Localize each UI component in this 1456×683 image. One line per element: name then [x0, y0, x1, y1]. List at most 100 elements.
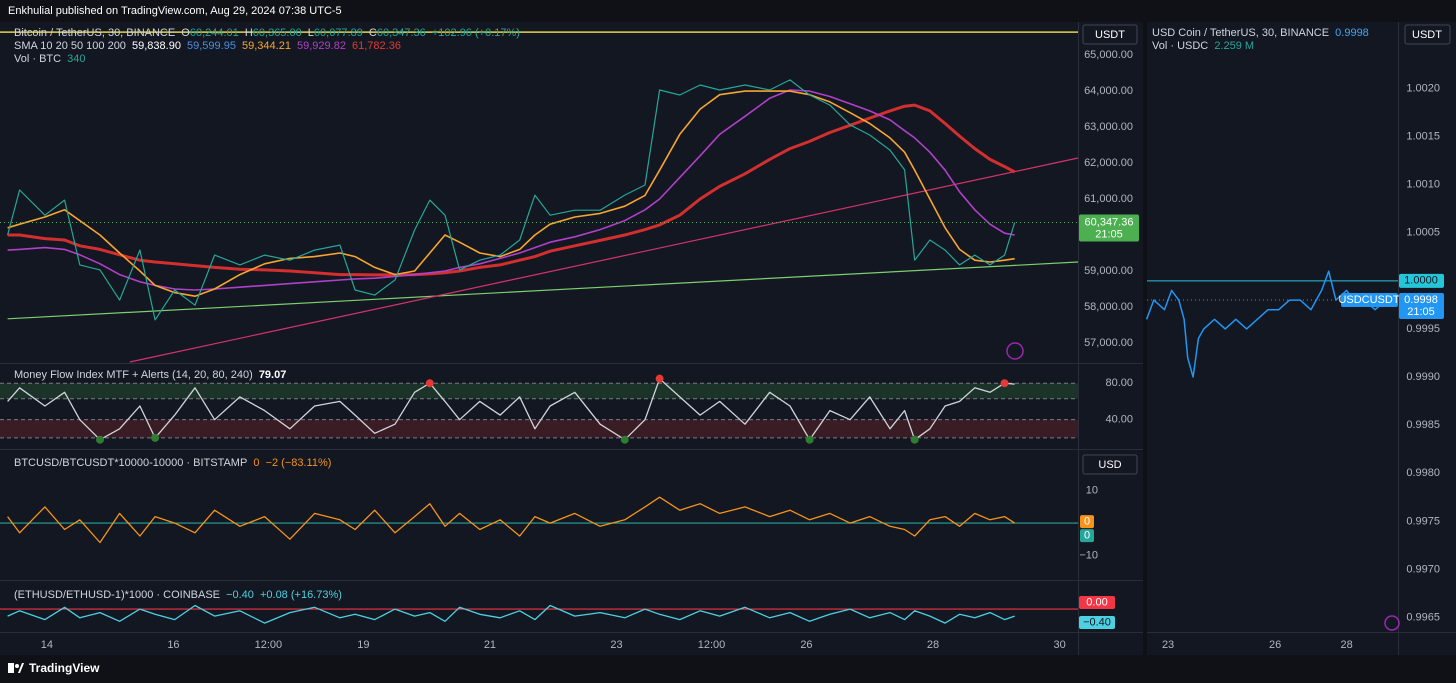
- x-tick-label: 23: [1162, 639, 1174, 651]
- x-tick-label: 16: [167, 639, 179, 651]
- current-value-label: 0: [1084, 515, 1090, 527]
- sma-value: 59,838.90: [132, 40, 181, 52]
- y-tick-label: 10: [1086, 485, 1098, 497]
- unit-box: [1082, 454, 1138, 475]
- indicator-title: (ETHUSD/ETHUSD-1)*1000 · COINBASE: [14, 589, 220, 601]
- baseline-label: 0.00: [1086, 596, 1107, 608]
- mfi-band: [0, 419, 1078, 438]
- unit-label: USD: [1098, 459, 1121, 471]
- legend-row: Bitcoin / TetherUS, 30, BINANCE O60,244.…: [14, 27, 523, 40]
- legend-row: USD Coin / TetherUS, 30, BINANCE 0.9998: [1152, 27, 1372, 40]
- symbol-title: USD Coin / TetherUS, 30, BINANCE: [1152, 27, 1330, 39]
- symbol-title: Bitcoin / TetherUS, 30, BINANCE: [14, 27, 176, 39]
- ohlc-key: O: [181, 27, 190, 39]
- ohlc-key: H: [244, 27, 253, 39]
- y-tick-label: 61,000.00: [1084, 193, 1133, 205]
- publisher-line: Enkhulial published on TradingView.com, …: [8, 5, 342, 17]
- countdown-label: 21:05: [1407, 306, 1435, 318]
- x-tick-label: 14: [41, 639, 53, 651]
- ohlc-key: L: [307, 27, 314, 39]
- y-tick-label: 0.9980: [1406, 467, 1440, 479]
- y-tick-label: 58,000.00: [1084, 301, 1133, 313]
- ohlc-value: 60,244.01: [189, 27, 239, 39]
- alert-icon: [1384, 615, 1400, 631]
- sma-line: [7, 89, 1015, 291]
- alert-icon: [1006, 342, 1024, 360]
- indicator-value: 79.07: [258, 369, 287, 381]
- volume-value: 2.259 M: [1214, 40, 1255, 52]
- ohlc-value: 60,077.89: [313, 27, 363, 39]
- y-tick-label: 57,000.00: [1084, 337, 1133, 349]
- x-tick-label: 28: [1340, 639, 1352, 651]
- current-value-label: −0.40: [1083, 616, 1111, 628]
- x-tick-label: 21: [484, 639, 496, 651]
- trend-line: [7, 261, 1079, 320]
- indicator-change: +0.08 (+16.73%): [259, 589, 342, 601]
- y-tick-label: 0.9990: [1406, 371, 1440, 383]
- ohlc-value: 60,365.00: [252, 27, 302, 39]
- y-tick-label: 0.9970: [1406, 563, 1440, 575]
- unit-label: USDT: [1095, 29, 1125, 41]
- left-panel: [0, 22, 1143, 655]
- oversold-marker: [151, 433, 160, 442]
- sma-value: 59,344.21: [242, 40, 291, 52]
- reference-label: 1.0000: [1404, 275, 1438, 287]
- indicator-title: BTCUSD/BTCUSDT*10000-10000 · BITSTAMP: [14, 457, 248, 469]
- y-tick-label: 0.9975: [1406, 515, 1440, 527]
- current-price-box: [1399, 293, 1444, 320]
- sma-value: 61,782.36: [352, 40, 401, 52]
- y-tick-label: 62,000.00: [1084, 157, 1133, 169]
- x-tick-label: 12:00: [698, 639, 726, 651]
- current-value-box: [1079, 616, 1115, 630]
- trend-line: [129, 157, 1079, 363]
- baseline-box: [1079, 596, 1115, 610]
- ohlc-value: 60,347.36: [376, 27, 426, 39]
- current-price-label: 0.9998: [1404, 294, 1438, 306]
- legend-row: Vol · USDC 2.259 M: [1152, 40, 1372, 53]
- countdown-label: 21:05: [1095, 228, 1123, 240]
- y-tick-label: 0.9995: [1406, 323, 1440, 335]
- ohlc-key: C: [368, 27, 377, 39]
- unit-label: USDT: [1412, 29, 1442, 41]
- current-value-box: [1080, 515, 1094, 529]
- sma-value: 59,599.95: [187, 40, 236, 52]
- overbought-marker: [425, 379, 434, 388]
- y-tick-label: 63,000.00: [1084, 121, 1133, 133]
- x-tick-label: 23: [610, 639, 622, 651]
- x-tick-label: 12:00: [255, 639, 283, 651]
- sma-line: [7, 90, 1015, 297]
- right-panel: [1147, 22, 1456, 655]
- last-price-label: 60,347.36: [1085, 216, 1134, 228]
- y-tick-label: 1.0005: [1406, 227, 1440, 239]
- y-tick-label: 1.0010: [1406, 179, 1440, 191]
- reference-box: [1399, 273, 1444, 288]
- y-tick-label: 0.9985: [1406, 419, 1440, 431]
- price-legend: Bitcoin / TetherUS, 30, BINANCE O60,244.…: [14, 27, 523, 66]
- x-tick-label: 26: [1269, 639, 1281, 651]
- x-tick-label: 26: [800, 639, 812, 651]
- price-line: [7, 79, 1016, 321]
- y-tick-label: 40.00: [1105, 414, 1133, 426]
- legend-row: SMA 10 20 50 100 200 59,838.90 59,599.95…: [14, 40, 523, 53]
- y-tick-label: −10: [1079, 549, 1098, 561]
- y-tick-label: 64,000.00: [1084, 85, 1133, 97]
- symbol-box: [1341, 293, 1398, 308]
- y-tick-label: 1.0015: [1406, 130, 1440, 142]
- eth-line: [7, 604, 1015, 624]
- brand-name: TradingView: [29, 661, 100, 675]
- indicator-change: −2 (−83.11%): [265, 457, 332, 469]
- indicator-title: Money Flow Index MTF + Alerts (14, 20, 8…: [14, 369, 253, 381]
- baseline-label: 0: [1084, 529, 1090, 541]
- y-tick-label: 1.0020: [1406, 82, 1440, 94]
- volume-value: 340: [67, 53, 86, 65]
- usdc-legend: USD Coin / TetherUS, 30, BINANCE 0.9998 …: [1152, 27, 1372, 53]
- symbol-label: USDCUSDT: [1338, 294, 1399, 306]
- sma-title: SMA 10 20 50 100 200: [14, 40, 126, 52]
- indicator-value: −0.40: [226, 589, 254, 601]
- sma-value: 59,929.82: [297, 40, 346, 52]
- x-tick-label: 28: [927, 639, 939, 651]
- symbol-price: 0.9998: [1335, 27, 1369, 39]
- overbought-marker: [655, 374, 664, 383]
- x-tick-label: 30: [1054, 639, 1066, 651]
- brand-logo: [8, 663, 24, 673]
